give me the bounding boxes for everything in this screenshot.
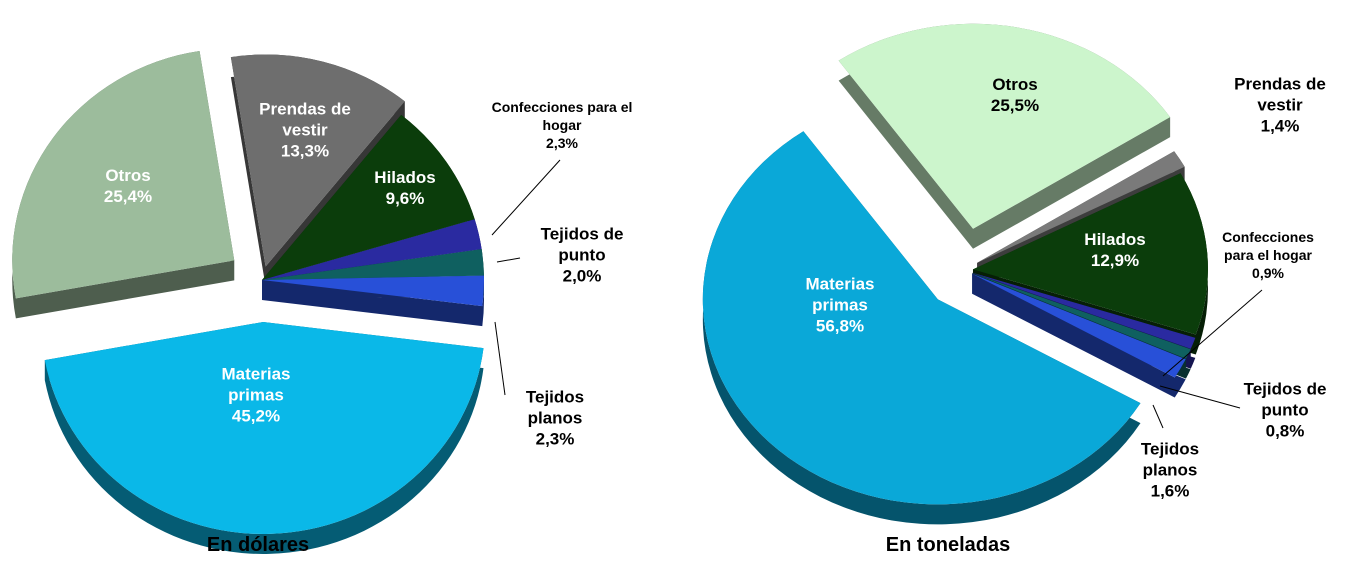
slice-label: Tejidos planos 1,6% [1125, 439, 1215, 502]
slice-side [972, 273, 1186, 398]
slice-label: Materias primas 45,2% [201, 364, 311, 427]
category-label: Confecciones para el hogar [1222, 229, 1314, 263]
slice [262, 114, 475, 281]
value-label: 12,9% [1090, 251, 1140, 270]
category-label: Tejidos planos [525, 387, 585, 428]
slice [972, 272, 1196, 349]
leader-line [491, 159, 561, 236]
category-label: Confecciones para el hogar [491, 99, 633, 133]
category-label: Tejidos de punto [1243, 379, 1327, 420]
slice [972, 273, 1191, 359]
slice [972, 173, 1208, 335]
value-label: 25,5% [990, 96, 1040, 115]
slice-label: Tejidos de punto 0,8% [1225, 379, 1345, 442]
category-label: Otros [992, 75, 1038, 94]
category-label: Materias primas [221, 364, 291, 405]
value-label: 1,4% [1260, 116, 1300, 136]
slice [262, 219, 482, 280]
value-label: 56,8% [815, 316, 865, 336]
value-label: 25,4% [103, 187, 153, 206]
value-label: 2,0% [562, 266, 602, 286]
leader-line [494, 321, 506, 396]
slice [44, 321, 484, 534]
slice [262, 275, 484, 307]
category-label: Otros [105, 166, 151, 185]
slice [12, 50, 235, 299]
slice-label: Confecciones para el hogar 0,9% [1213, 228, 1323, 282]
slice-label: Prendas de vestir 1,4% [1220, 74, 1340, 137]
slice-label: Tejidos planos 2,3% [510, 387, 600, 450]
slice-label: Hilados 12,9% [1060, 229, 1170, 271]
value-label: 0,8% [1265, 421, 1305, 441]
category-label: Hilados [374, 168, 436, 187]
category-label: Tejidos planos [1140, 439, 1200, 480]
slice-label: Confecciones para el hogar 2,3% [487, 98, 637, 152]
value-label: 1,6% [1150, 481, 1190, 501]
slice [230, 54, 405, 267]
slice-label: Otros 25,5% [960, 74, 1070, 116]
value-label: 0,9% [1252, 265, 1284, 281]
value-label: 2,3% [535, 429, 575, 449]
chart-title: En toneladas [885, 534, 1011, 556]
slice-label: Prendas de vestir 13,3% [240, 99, 370, 162]
slice-label: Tejidos de punto 2,0% [522, 224, 642, 287]
category-label: Prendas de vestir [1234, 74, 1326, 115]
value-label: 2,3% [546, 135, 578, 151]
category-label: Prendas de vestir [259, 99, 351, 140]
slice [977, 151, 1185, 263]
slice-label: Materias primas 56,8% [785, 274, 895, 337]
category-label: Hilados [1084, 230, 1146, 249]
slice [972, 273, 1186, 378]
leader-line [1152, 404, 1164, 429]
leader-line [496, 257, 521, 263]
slice-label: Hilados 9,6% [350, 167, 460, 209]
category-label: Tejidos de punto [540, 224, 624, 265]
leader-line [1162, 289, 1263, 377]
slice [702, 131, 1141, 505]
category-label: Materias primas [805, 274, 875, 315]
leader-line [1159, 385, 1241, 409]
slice [262, 249, 484, 280]
slice [838, 23, 1171, 229]
value-label: 13,3% [280, 141, 330, 161]
chart-title: En dólares [206, 534, 310, 556]
value-label: 9,6% [385, 189, 425, 208]
value-label: 45,2% [231, 406, 281, 426]
slice-label: Otros 25,4% [78, 165, 178, 207]
